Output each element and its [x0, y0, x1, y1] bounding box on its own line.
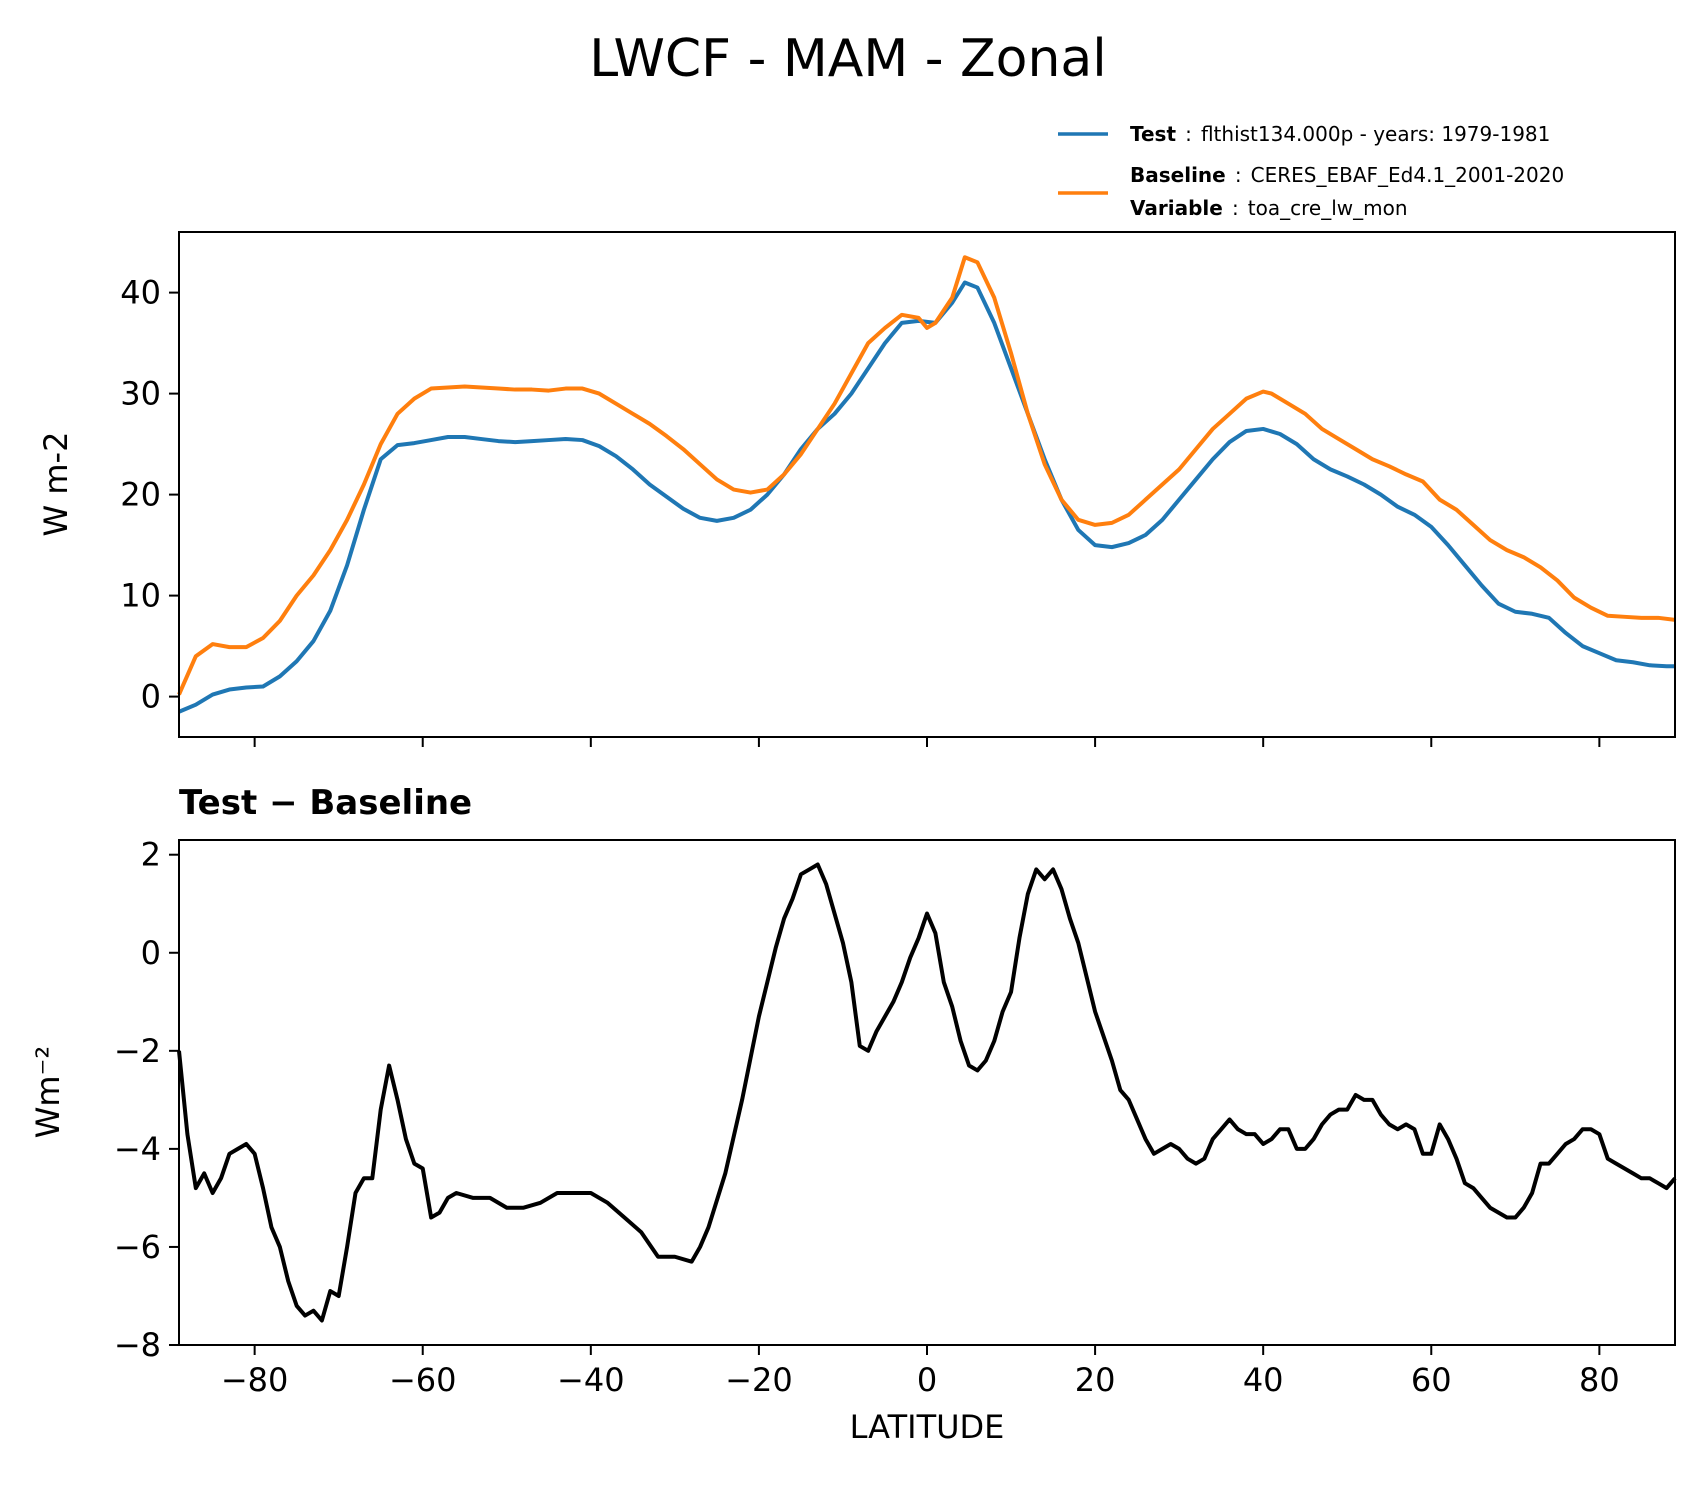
legend-entry-test: Test : flthist134.000p - years: 1979-198… [1130, 122, 1550, 146]
legend-value-variable: toa_cre_lw_mon [1248, 196, 1408, 220]
bottom-y-tick-label: −2 [114, 1032, 161, 1070]
bottom-y-tick-label: −6 [114, 1228, 161, 1266]
legend-key-baseline: Baseline [1130, 163, 1226, 187]
top-y-axis-label: W m-2 [37, 432, 75, 537]
top-panel: 0 10 20 30 40 W m-2 [37, 231, 1676, 747]
legend: Test : flthist134.000p - years: 1979-198… [1058, 122, 1564, 220]
x-axis-label: LATITUDE [850, 1408, 1005, 1446]
top-y-tick-label: 40 [120, 274, 161, 312]
legend-key-variable: Variable [1130, 196, 1223, 220]
bottom-x-tick-label: 80 [1579, 1361, 1620, 1399]
top-y-tick-label: 0 [141, 678, 161, 716]
bottom-series-line-diff [177, 862, 1677, 1323]
legend-sep-test: : [1185, 122, 1192, 146]
legend-entry-variable: Variable : toa_cre_lw_mon [1130, 196, 1408, 220]
bottom-y-tick-label: 2 [141, 836, 161, 874]
bottom-panel-title: Test − Baseline [179, 783, 472, 823]
top-axes: 0 10 20 30 40 [120, 274, 1601, 747]
legend-value-baseline: CERES_EBAF_Ed4.1_2001-2020 [1251, 163, 1565, 187]
bottom-y-tick-label: −8 [114, 1326, 161, 1364]
legend-value-test: flthist134.000p - years: 1979-1981 [1201, 122, 1550, 146]
legend-entry-baseline: Baseline : CERES_EBAF_Ed4.1_2001-2020 [1130, 163, 1564, 187]
top-y-tick-label: 30 [120, 375, 161, 413]
bottom-x-tick-label: −80 [221, 1361, 289, 1399]
bottom-y-axis-label: Wm⁻² [29, 1046, 67, 1139]
top-plot-frame [178, 231, 1676, 738]
bottom-panel: Test − Baseline −80 −60 −40 −20 0 20 40 60 80−8−… [29, 783, 1677, 1446]
top-y-tick-label: 10 [120, 577, 161, 615]
bottom-x-tick-label: 40 [1243, 1361, 1284, 1399]
legend-sep-variable: : [1232, 196, 1239, 220]
top-y-tick-label: 20 [120, 476, 161, 514]
bottom-axes: −80 −60 −40 −20 0 20 40 60 80−8−6−4−202 [114, 836, 1620, 1399]
bottom-plot-frame [178, 839, 1676, 1346]
bottom-x-tick-label: −20 [725, 1361, 793, 1399]
bottom-y-tick-label: −4 [114, 1130, 161, 1168]
bottom-x-tick-label: −60 [389, 1361, 457, 1399]
top-series-layer [177, 255, 1676, 714]
bottom-x-tick-label: 60 [1411, 1361, 1452, 1399]
bottom-series-layer [177, 862, 1677, 1323]
top-series-line-baseline [177, 255, 1676, 696]
bottom-x-tick-label: 0 [917, 1361, 937, 1399]
legend-sep-baseline: : [1235, 163, 1242, 187]
bottom-y-tick-label: 0 [141, 934, 161, 972]
legend-key-test: Test [1130, 122, 1176, 146]
figure-title: LWCF - MAM - Zonal [589, 29, 1107, 89]
bottom-x-tick-label: 20 [1075, 1361, 1116, 1399]
bottom-x-tick-label: −40 [557, 1361, 625, 1399]
